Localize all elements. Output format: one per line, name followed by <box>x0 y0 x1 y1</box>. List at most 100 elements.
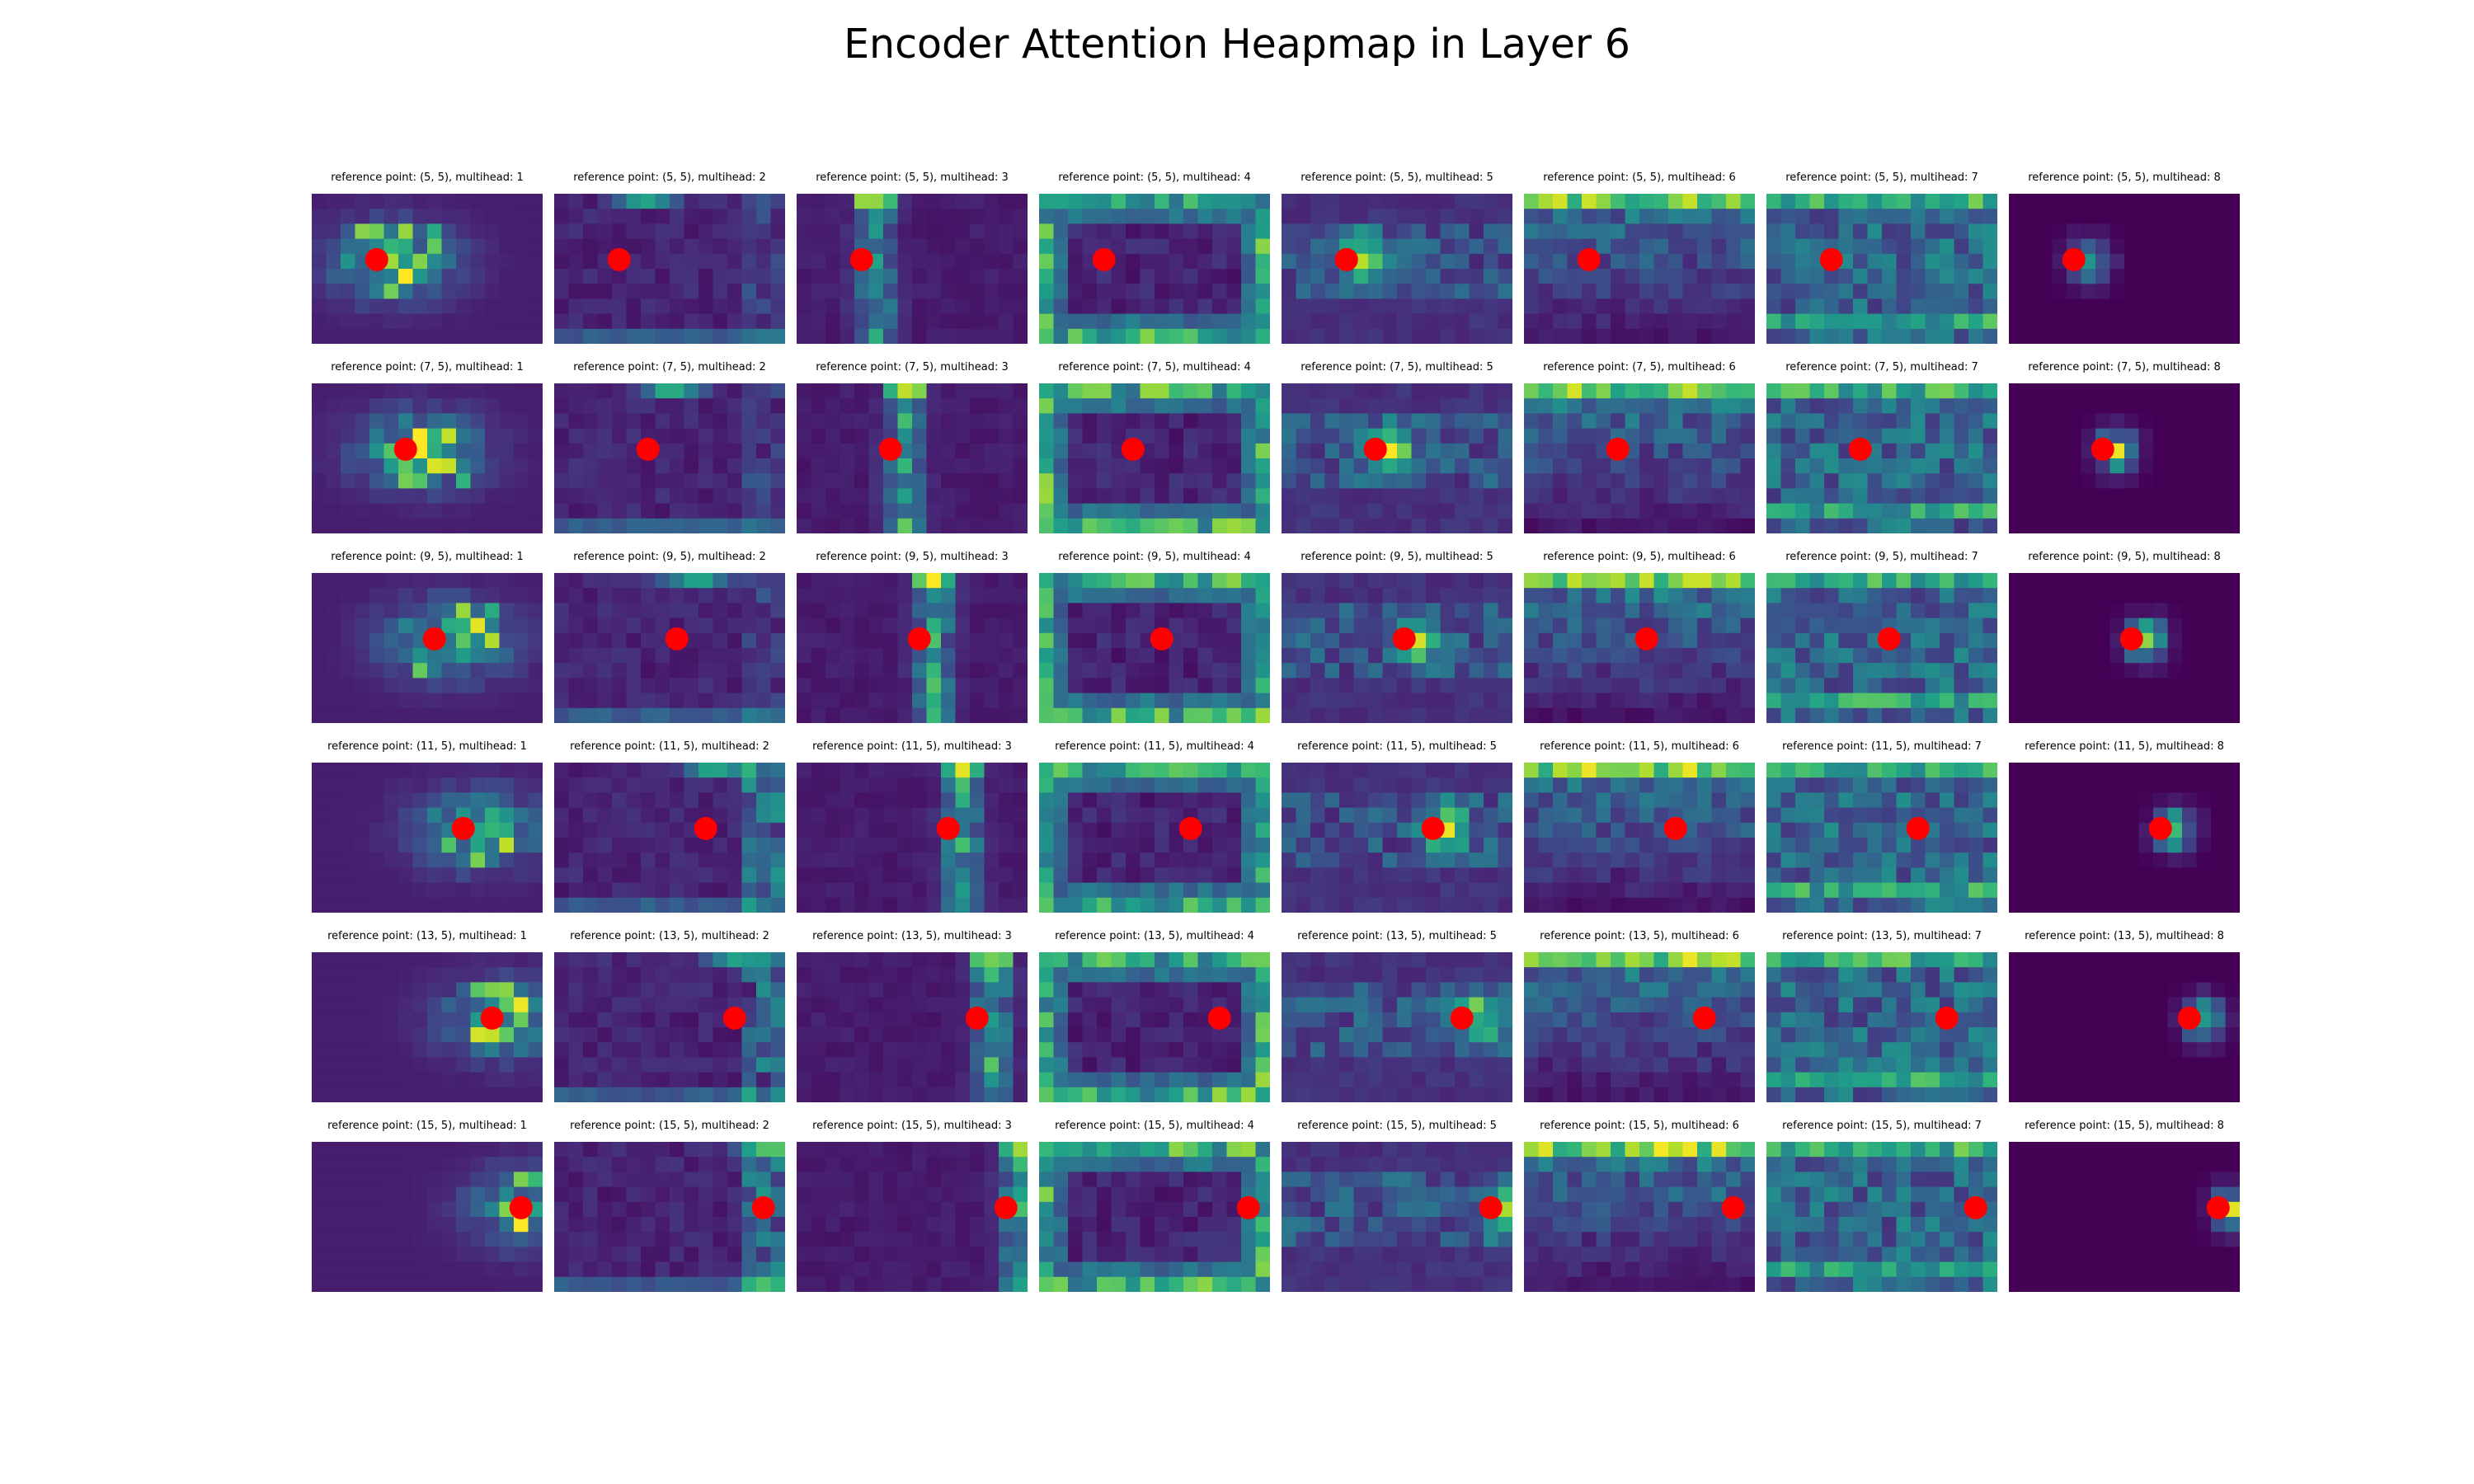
heatmap-cell <box>1368 618 1384 634</box>
heatmap-cell <box>941 223 957 240</box>
heatmap-cell <box>1155 852 1170 868</box>
heatmap-cell <box>485 882 501 899</box>
heatmap-cell <box>2023 398 2039 414</box>
heatmap-cell <box>528 867 543 884</box>
heatmap-cell <box>984 428 999 444</box>
heatmap-cell <box>369 518 385 533</box>
heatmap-cell <box>811 573 826 589</box>
heatmap-cell <box>1082 897 1098 913</box>
heatmap-cell <box>1039 707 1055 723</box>
heatmap-cell <box>1126 822 1141 838</box>
reference-point-marker <box>2091 437 2114 461</box>
heatmap-cell <box>1954 707 1969 723</box>
heatmap-cell <box>897 428 913 444</box>
heatmap-cell <box>1426 867 1442 884</box>
heatmap-cell <box>2052 284 2067 299</box>
heatmap-cell <box>912 792 928 809</box>
heatmap-cell <box>1567 238 1583 255</box>
heatmap-cell <box>1282 253 1297 270</box>
heatmap-cell <box>840 473 855 489</box>
heatmap-cell <box>641 269 656 284</box>
heatmap-cell <box>1940 253 1955 270</box>
heatmap-cell <box>1726 573 1742 589</box>
heatmap-cell <box>1324 632 1340 649</box>
heatmap-cell <box>1169 588 1184 603</box>
heatmap-cell <box>698 238 714 255</box>
heatmap-cell <box>383 648 399 664</box>
heatmap-cell <box>1867 238 1883 255</box>
heatmap-cell <box>369 194 385 209</box>
heatmap-cell <box>1838 663 1854 679</box>
heatmap-cell <box>2081 588 2096 603</box>
heatmap-cell <box>1484 897 1499 913</box>
heatmap-cell <box>1653 209 1669 224</box>
heatmap-cell <box>854 603 870 619</box>
heatmap-cell <box>1911 328 1926 344</box>
heatmap-cell <box>514 632 529 649</box>
heatmap-cell <box>427 398 443 414</box>
heatmap-cell <box>1740 618 1755 634</box>
heatmap-cell <box>554 473 570 489</box>
heatmap-cell <box>684 284 699 299</box>
heatmap-cell <box>499 588 515 603</box>
heatmap-cell <box>1411 398 1427 414</box>
heatmap-cell <box>1324 428 1340 444</box>
heatmap-cell <box>2038 663 2053 679</box>
heatmap-cell <box>1940 663 1955 679</box>
heatmap-cell <box>1524 398 1540 414</box>
heatmap-cell <box>612 588 628 603</box>
heatmap-cell <box>1538 238 1554 255</box>
heatmap-cell <box>825 792 841 809</box>
heatmap-cell <box>713 238 728 255</box>
heatmap-cell <box>1382 648 1398 664</box>
heatmap-cell <box>984 603 999 619</box>
heatmap-cell <box>1653 882 1669 899</box>
heatmap-cell <box>369 603 385 619</box>
heatmap-cell <box>1324 792 1340 809</box>
heatmap-cell <box>1353 792 1369 809</box>
heatmap-cell <box>1625 777 1640 793</box>
heatmap-cell <box>1524 867 1540 884</box>
heatmap-cell <box>1484 792 1499 809</box>
heatmap-cell <box>499 707 515 723</box>
heatmap-cell <box>1940 313 1955 330</box>
heatmap-cell <box>341 238 356 255</box>
heatmap-cell <box>1440 632 1456 649</box>
heatmap-cell <box>1126 648 1141 664</box>
heatmap-cell <box>1740 238 1755 255</box>
heatmap-cell <box>1155 867 1170 884</box>
heatmap-cell <box>1310 503 1326 519</box>
heatmap-cell <box>1339 838 1355 853</box>
heatmap-cell <box>612 618 628 634</box>
heatmap-cell <box>1484 763 1499 778</box>
heatmap-cell <box>825 413 841 430</box>
heatmap-cell <box>2196 707 2212 723</box>
heatmap-cell <box>811 693 826 709</box>
heatmap-cell <box>1068 458 1084 474</box>
heatmap-cell <box>1711 867 1727 884</box>
heatmap-cell <box>514 398 529 414</box>
heatmap-cell <box>727 398 743 414</box>
heatmap-cell <box>1780 398 1796 414</box>
heatmap-cell <box>2109 473 2125 489</box>
heatmap-image <box>2009 383 2240 533</box>
heatmap-cell <box>1697 693 1713 709</box>
heatmap-cell <box>1397 473 1413 489</box>
heatmap-cell <box>1982 618 1997 634</box>
heatmap-cell <box>797 707 812 723</box>
heatmap-cell <box>1567 763 1583 778</box>
heatmap-cell <box>1455 822 1470 838</box>
heatmap-cell <box>499 618 515 634</box>
heatmap-cell <box>427 194 443 209</box>
heatmap-cell <box>456 328 472 344</box>
heatmap-cell <box>312 223 327 240</box>
heatmap-cell <box>926 867 942 884</box>
heatmap-cell <box>1324 573 1340 589</box>
heatmap-cell <box>2052 588 2067 603</box>
reference-point-marker <box>1150 627 1174 650</box>
heatmap-cell <box>514 792 529 809</box>
heatmap-cell <box>2153 194 2169 209</box>
heatmap-cell <box>1469 398 1484 414</box>
heatmap-cell <box>2023 443 2039 459</box>
heatmap-cell <box>1324 678 1340 694</box>
